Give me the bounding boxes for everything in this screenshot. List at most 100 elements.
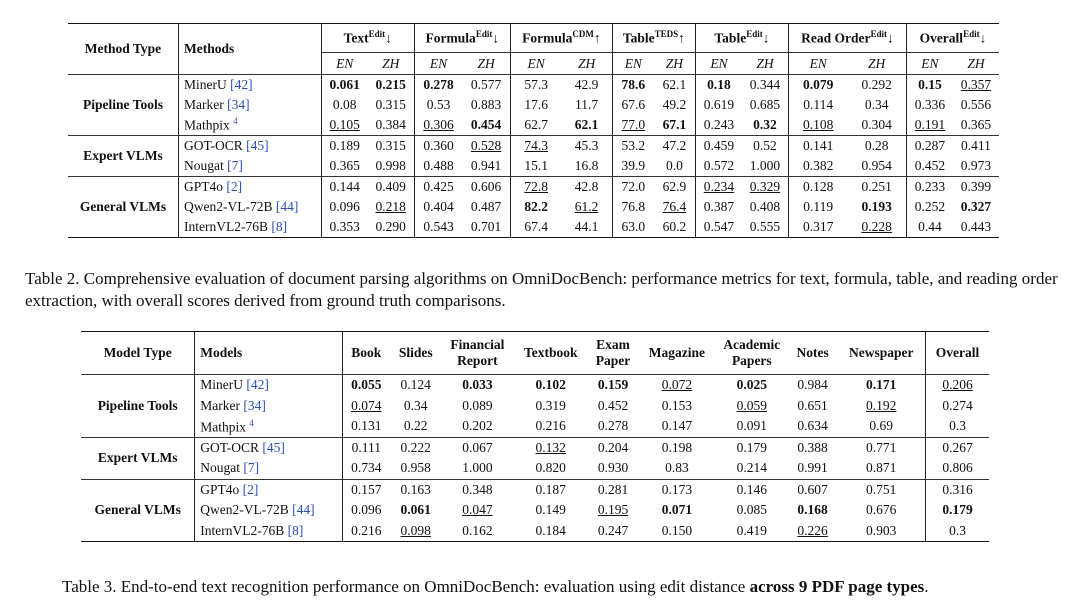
value-cell: 0.365 <box>960 117 992 132</box>
citation-link[interactable]: [45] <box>262 439 285 455</box>
method-label: Mathpix <box>184 117 230 133</box>
value-cell: 44.1 <box>561 217 613 238</box>
value-cell: 0.198 <box>638 436 716 458</box>
value-cell: 0.189 <box>321 135 368 156</box>
value-cell: 0.15 <box>906 74 953 95</box>
method-label: Qwen2-VL-72B <box>184 199 273 214</box>
method-name: MinerU [42] <box>194 374 343 396</box>
method-label: GOT-OCR <box>184 138 243 153</box>
value-cell: 0.055 <box>342 374 391 396</box>
citation-link[interactable]: [42] <box>246 377 269 393</box>
value-cell: 0.676 <box>837 500 927 521</box>
value-cell: 0.074 <box>351 397 382 413</box>
citation-link[interactable]: [2] <box>242 481 259 497</box>
value-cell: 0.382 <box>803 158 834 173</box>
citation-link[interactable]: [44] <box>275 199 299 214</box>
citation-link[interactable]: [7] <box>243 460 260 476</box>
citation-link[interactable]: [34] <box>243 397 266 413</box>
value-cell: 0.329 <box>741 176 789 197</box>
value-cell: 0.206 <box>925 374 989 396</box>
value-cell: 67.6 <box>621 97 646 112</box>
table-row: Qwen2-VL-72B [44] 0.096 0.061 0.047 0.149 0.1… <box>81 500 989 521</box>
value-cell: 15.1 <box>524 158 548 173</box>
value-cell: 0.607 <box>787 478 838 500</box>
table-row: Expert VLMs GOT-OCR [45] 0.189 0.315 0.360 0.… <box>68 135 999 177</box>
value-cell: 0.071 <box>661 502 693 518</box>
value-cell: 0.404 <box>423 199 454 214</box>
table-row: Pipeline Tools MinerU [42] 0.061 0.215 0.278… <box>68 74 999 136</box>
value-cell: 0.806 <box>942 460 973 476</box>
table-3: Model Type Models Book Slides Financial Repo… <box>81 331 989 542</box>
method-label: InternVL2-76B <box>200 522 285 538</box>
table-row: InternVL2-76B [8] 0.353 0.290 0.543 0.701 67.… <box>68 217 999 238</box>
citation-link[interactable]: [42] <box>230 77 253 92</box>
value-cell: 0.941 <box>462 156 511 177</box>
model-type-cell: General VLMs <box>81 478 196 542</box>
value-cell: 0.124 <box>390 374 442 396</box>
metric-header: TableEdit↓ <box>695 23 789 53</box>
value-cell: 0.871 <box>837 458 927 479</box>
footnote-link[interactable]: 4 <box>249 417 254 428</box>
value-cell: 76.4 <box>653 197 696 217</box>
table-row: General VLMs GPT4o [2] 0.144 0.409 0.425 0.60… <box>68 176 999 238</box>
citation-link[interactable]: [2] <box>226 179 243 194</box>
value-cell: 0.685 <box>741 95 789 115</box>
citation-link[interactable]: [8] <box>271 219 288 234</box>
value-cell: 0.317 <box>803 219 834 234</box>
citation-link[interactable]: [45] <box>246 138 269 153</box>
value-cell: 0.0 <box>653 156 696 177</box>
value-cell: 0.619 <box>703 97 735 112</box>
citation-link[interactable]: [44] <box>292 502 315 518</box>
column-header: Financial Report <box>441 331 514 375</box>
method-name: Nougat [7] <box>178 156 322 177</box>
table-2-header-row: Method Type Methods TextEdit↓ FormulaEdi… <box>68 23 999 75</box>
method-name: Nougat [7] <box>194 458 343 479</box>
value-cell: 57.3 <box>510 74 562 95</box>
value-cell: 0.184 <box>535 522 566 538</box>
value-cell: 1.000 <box>741 156 789 177</box>
value-cell: 0.08 <box>332 97 357 112</box>
value-cell: 0.067 <box>441 436 514 458</box>
value-cell: 0.214 <box>736 460 767 476</box>
value-cell: 0.336 <box>914 97 946 112</box>
value-cell: 0.419 <box>736 522 767 538</box>
value-cell: 0.072 <box>638 374 716 396</box>
value-cell: 11.7 <box>561 95 613 115</box>
method-type-cell: Pipeline Tools <box>68 74 179 136</box>
footnote-link[interactable]: 4 <box>233 116 238 127</box>
citation-link[interactable]: [7] <box>227 158 243 173</box>
table-3-caption: Table 3. End-to-end text recognition per… <box>62 576 1062 598</box>
method-name: GOT-OCR [45] <box>178 135 322 156</box>
value-cell: 0.327 <box>960 199 992 214</box>
column-header: Exam Paper <box>588 331 639 375</box>
value-cell: 62.1 <box>561 115 613 136</box>
value-cell: 0.234 <box>695 176 742 197</box>
value-cell: 0.555 <box>741 217 789 238</box>
language-subheader: ZH <box>741 52 789 75</box>
value-cell: 0.153 <box>661 397 693 413</box>
value-cell: 0.348 <box>441 478 514 500</box>
column-header: Model Type <box>81 331 196 375</box>
method-label: Nougat <box>184 158 224 173</box>
value-cell: 0.278 <box>597 418 629 434</box>
value-cell: 0.091 <box>736 418 767 434</box>
metric-header: OverallEdit↓ <box>919 29 987 46</box>
value-cell: 0.34 <box>847 95 907 115</box>
citation-link[interactable]: [8] <box>287 522 304 538</box>
value-cell: 0.247 <box>597 522 629 538</box>
value-cell: 0.452 <box>914 158 946 173</box>
citation-link[interactable]: [34] <box>227 97 250 112</box>
value-cell: 0.215 <box>367 74 415 95</box>
value-cell: 0.701 <box>462 217 511 238</box>
value-cell: 0.734 <box>351 460 382 476</box>
value-cell: 0.488 <box>423 158 454 173</box>
value-cell: 0.651 <box>797 397 828 413</box>
value-cell: 0.316 <box>925 478 989 500</box>
value-cell: 0.061 <box>321 74 368 95</box>
value-cell: 0.102 <box>513 374 589 396</box>
value-cell: 0.147 <box>661 418 693 434</box>
table-2-caption: Table 2. Comprehensive evaluation of doc… <box>25 269 1058 310</box>
value-cell: 63.0 <box>621 219 646 234</box>
value-cell: 0.387 <box>703 199 735 214</box>
value-cell: 0.222 <box>390 436 442 458</box>
